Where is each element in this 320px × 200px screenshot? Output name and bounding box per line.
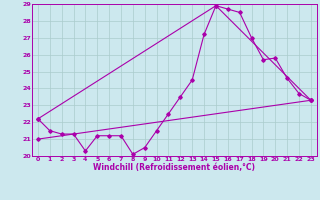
X-axis label: Windchill (Refroidissement éolien,°C): Windchill (Refroidissement éolien,°C) — [93, 163, 255, 172]
